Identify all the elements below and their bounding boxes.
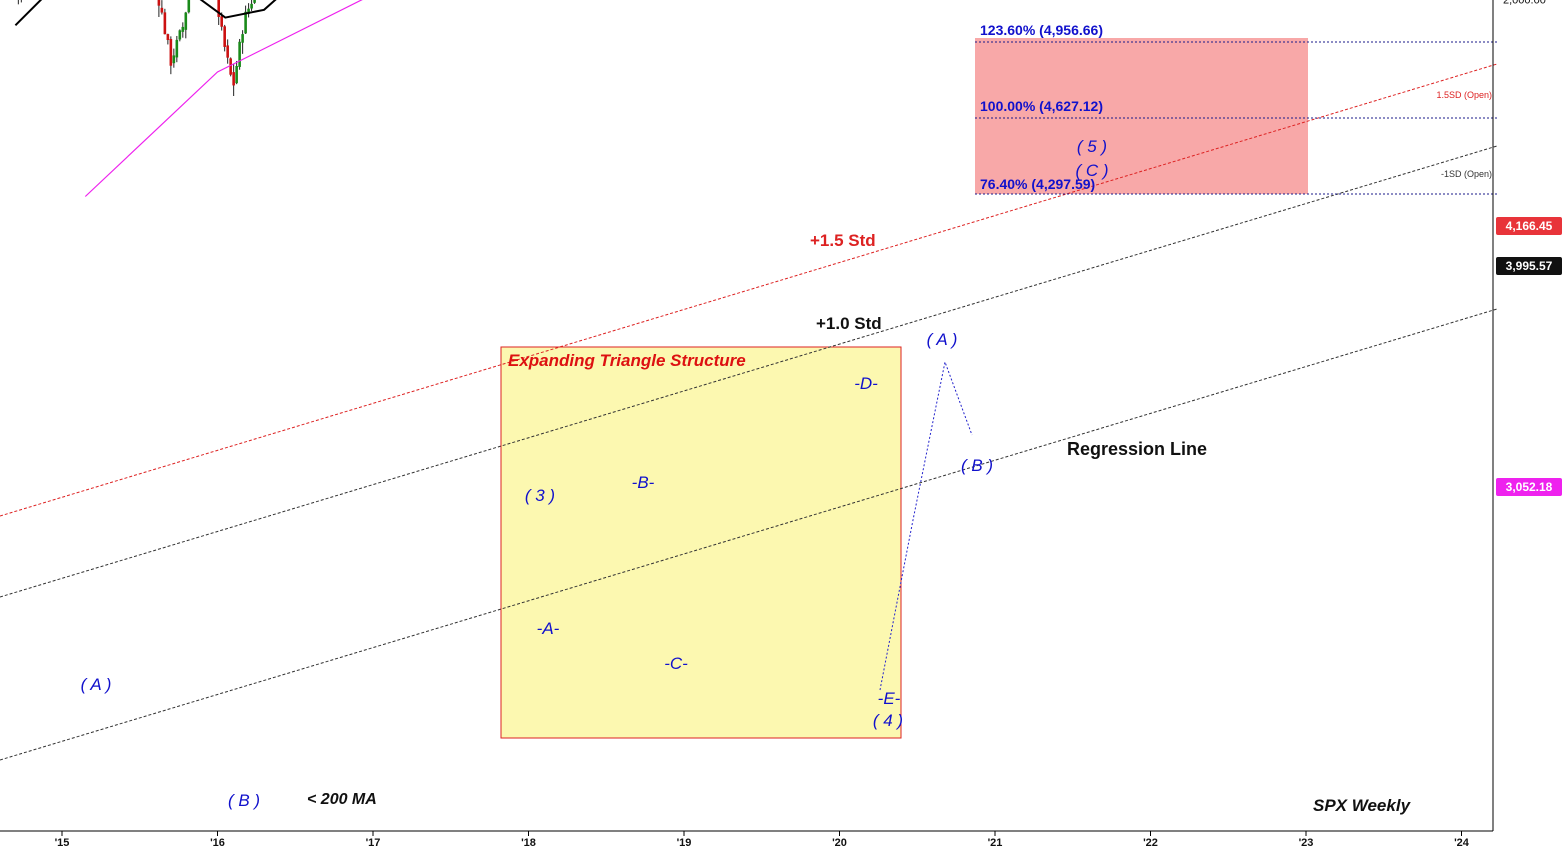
candle-body [235,65,238,84]
candle-body [172,55,176,64]
sd-1-open-label: -1SD (Open) [1441,169,1492,179]
x-tick-label: '23 [1299,837,1314,849]
wave-label: -C- [664,654,688,673]
wave-label: ( C ) [1075,161,1108,180]
candle-body [244,11,247,34]
x-tick-label: '19 [677,837,692,849]
wave-label: ( A ) [81,675,112,694]
x-tick-label: '15 [55,837,70,849]
candle-body [238,41,241,67]
ma-200-line [84,0,363,197]
wave-label: -E- [878,689,901,708]
wave-label: -A- [537,619,560,638]
candle-body [217,0,220,17]
expanding-triangle-zone [500,346,902,739]
candle-body [187,0,191,13]
y-tick-label: 2,000.00 [1503,0,1546,6]
candle-body [241,34,244,43]
std-1-0-line [0,145,1498,598]
fib-level-label: 123.60% (4,956.66) [980,22,1103,38]
wave-label: ( B ) [961,456,993,475]
moving-average-line [14,0,277,27]
wave-connector-line [879,360,973,691]
last-price-badge-box [1496,217,1562,235]
ma-200-label: < 200 MA [307,791,377,808]
ma-200-badge-box [1496,478,1562,496]
candle-body [166,34,170,41]
x-tick-label: '18 [521,837,536,849]
x-tick-label: '16 [210,837,225,849]
candle-body [229,58,232,75]
x-tick-label: '20 [832,837,847,849]
candle-body [181,26,185,32]
chart-title: SPX Weekly [1313,796,1412,815]
moving-average-badge: 3,995.57 [1506,259,1553,273]
fib-level-label: 100.00% (4,627.12) [980,98,1103,114]
std-1-5-label: +1.5 Std [810,231,876,250]
candle-body [250,3,253,9]
candle-body [175,39,179,58]
wave-label: ( A ) [927,330,958,349]
candle-body [157,0,161,6]
fibonacci-target-zone [975,38,1308,194]
candle-body [169,39,173,66]
fib-level-label: 76.40% (4,297.59) [980,176,1095,192]
candle-body [232,72,235,86]
wave-label: ( 4 ) [873,711,903,730]
wave-label: ( 5 ) [1077,137,1107,156]
wave-label: ( B ) [228,791,260,810]
wave-label: ( 3 ) [525,486,555,505]
regression-line-label: Regression Line [1067,439,1207,459]
std-1-0-label: +1.0 Std [816,314,882,333]
candle-body [160,7,164,13]
x-tick-label: '22 [1143,837,1158,849]
wave-label: -B- [632,473,655,492]
sd-1-5-open-label: 1.5SD (Open) [1436,90,1492,100]
triangle-structure-label: Expanding Triangle Structure [508,351,746,370]
candle-body [226,45,229,58]
candle-body [223,26,226,47]
candle-body [220,16,223,27]
candle-body [184,12,188,30]
std-1-5-line [0,63,1498,517]
last-price-badge: 4,166.45 [1506,219,1553,233]
x-tick-label: '17 [366,837,381,849]
candle-body [163,12,167,35]
ma-200-badge: 3,052.18 [1506,480,1553,494]
x-tick-label: '21 [988,837,1003,849]
candle-body [253,0,256,3]
wave-label: -D- [854,374,878,393]
candle-body [247,8,250,14]
candle-body [178,30,182,40]
x-tick-label: '24 [1454,837,1470,849]
moving-average-badge-box [1496,257,1562,275]
regression-line [0,308,1498,761]
